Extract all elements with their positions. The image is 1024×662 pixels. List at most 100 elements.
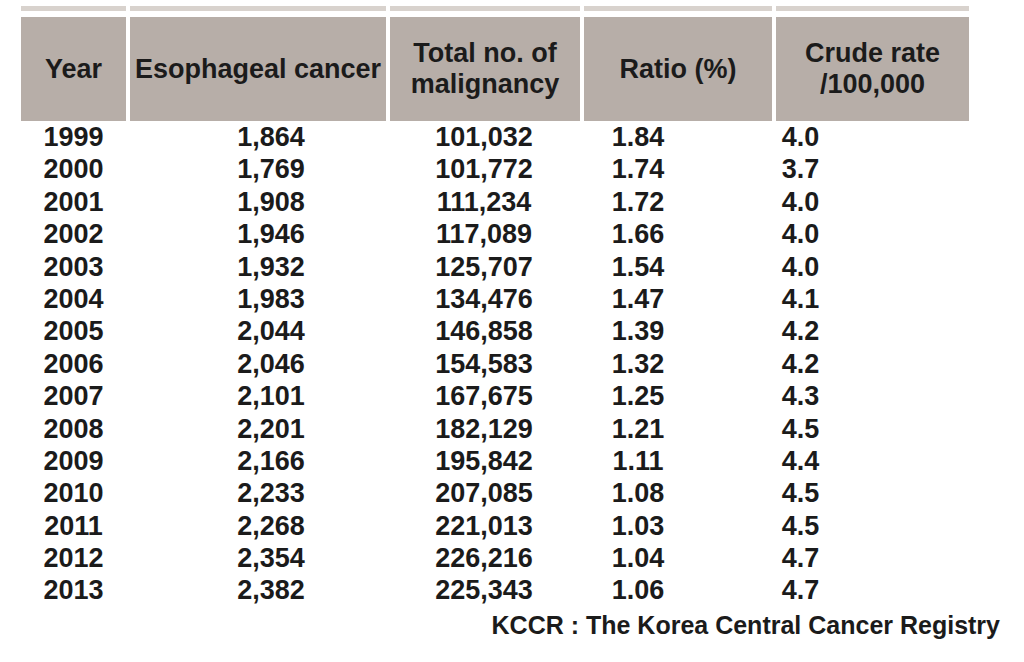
column-header-esophageal-cancer: Esophageal cancer xyxy=(130,17,386,121)
cell-year: 2013 xyxy=(21,574,126,606)
cell-year: 2002 xyxy=(21,218,126,250)
table-body: 1999 1,864 101,032 1.84 4.0 2000 1,769 1… xyxy=(21,121,969,607)
column-header-ratio: Ratio (%) xyxy=(584,17,772,121)
table-header-row: Year Esophageal cancer Total no. of mali… xyxy=(21,17,969,121)
source-note: KCCR : The Korea Central Cancer Registry xyxy=(492,610,1000,640)
cell-esophageal-cancer: 2,233 xyxy=(130,477,386,509)
cell-esophageal-cancer: 2,166 xyxy=(130,445,386,477)
cell-crude-rate: 4.1 xyxy=(776,283,969,315)
cell-ratio: 1.72 xyxy=(584,186,772,218)
table-row: 2004 1,983 134,476 1.47 4.1 xyxy=(21,283,969,315)
cell-year: 2004 xyxy=(21,283,126,315)
cell-total-malignancy: 182,129 xyxy=(390,413,580,445)
cell-esophageal-cancer: 2,354 xyxy=(130,542,386,574)
cell-total-malignancy: 146,858 xyxy=(390,315,580,347)
cell-esophageal-cancer: 1,946 xyxy=(130,218,386,250)
cell-esophageal-cancer: 2,201 xyxy=(130,413,386,445)
cell-year: 2003 xyxy=(21,251,126,283)
header-line: malignancy xyxy=(411,69,560,100)
cell-total-malignancy: 111,234 xyxy=(390,186,580,218)
table-top-border-segment xyxy=(21,6,126,11)
cell-crude-rate: 4.0 xyxy=(776,186,969,218)
cell-ratio: 1.21 xyxy=(584,413,772,445)
cell-crude-rate: 4.2 xyxy=(776,315,969,347)
cell-year: 2010 xyxy=(21,477,126,509)
cell-crude-rate: 4.5 xyxy=(776,510,969,542)
cell-year: 2005 xyxy=(21,315,126,347)
cell-year: 2006 xyxy=(21,348,126,380)
cell-crude-rate: 4.5 xyxy=(776,477,969,509)
table-row: 2012 2,354 226,216 1.04 4.7 xyxy=(21,542,969,574)
header-line: /100,000 xyxy=(820,69,925,100)
cell-esophageal-cancer: 2,382 xyxy=(130,574,386,606)
cell-ratio: 1.32 xyxy=(584,348,772,380)
column-header-total-malignancy: Total no. of malignancy xyxy=(390,17,580,121)
table-row: 2010 2,233 207,085 1.08 4.5 xyxy=(21,477,969,509)
table-row: 2002 1,946 117,089 1.66 4.0 xyxy=(21,218,969,250)
cell-esophageal-cancer: 1,769 xyxy=(130,153,386,185)
cell-esophageal-cancer: 2,268 xyxy=(130,510,386,542)
table-row: 1999 1,864 101,032 1.84 4.0 xyxy=(21,121,969,153)
table-top-border-segment xyxy=(776,6,969,11)
cell-total-malignancy: 134,476 xyxy=(390,283,580,315)
cell-ratio: 1.47 xyxy=(584,283,772,315)
header-line: Ratio (%) xyxy=(620,54,737,85)
cell-total-malignancy: 101,032 xyxy=(390,121,580,153)
data-table: Year Esophageal cancer Total no. of mali… xyxy=(21,6,969,607)
cell-crude-rate: 3.7 xyxy=(776,153,969,185)
table-top-border-segment xyxy=(584,6,772,11)
cell-ratio: 1.66 xyxy=(584,218,772,250)
column-header-crude-rate: Crude rate /100,000 xyxy=(776,17,969,121)
cell-esophageal-cancer: 1,983 xyxy=(130,283,386,315)
cell-year: 2008 xyxy=(21,413,126,445)
cell-crude-rate: 4.0 xyxy=(776,218,969,250)
cell-year: 2012 xyxy=(21,542,126,574)
cell-ratio: 1.11 xyxy=(584,445,772,477)
cell-total-malignancy: 221,013 xyxy=(390,510,580,542)
cell-esophageal-cancer: 1,932 xyxy=(130,251,386,283)
table-top-border-segment xyxy=(130,6,386,11)
table-row: 2006 2,046 154,583 1.32 4.2 xyxy=(21,348,969,380)
cell-ratio: 1.06 xyxy=(584,574,772,606)
cell-total-malignancy: 117,089 xyxy=(390,218,580,250)
cell-year: 2009 xyxy=(21,445,126,477)
cell-crude-rate: 4.5 xyxy=(776,413,969,445)
cell-crude-rate: 4.4 xyxy=(776,445,969,477)
cell-ratio: 1.03 xyxy=(584,510,772,542)
cell-total-malignancy: 225,343 xyxy=(390,574,580,606)
cell-esophageal-cancer: 1,908 xyxy=(130,186,386,218)
cell-esophageal-cancer: 1,864 xyxy=(130,121,386,153)
table-row: 2007 2,101 167,675 1.25 4.3 xyxy=(21,380,969,412)
cell-year: 2000 xyxy=(21,153,126,185)
table-row: 2011 2,268 221,013 1.03 4.5 xyxy=(21,510,969,542)
cell-year: 2011 xyxy=(21,510,126,542)
cell-total-malignancy: 154,583 xyxy=(390,348,580,380)
table-top-border-segment xyxy=(390,6,580,11)
cell-ratio: 1.74 xyxy=(584,153,772,185)
table-row: 2000 1,769 101,772 1.74 3.7 xyxy=(21,153,969,185)
table-figure: Year Esophageal cancer Total no. of mali… xyxy=(0,0,1024,662)
table-row: 2009 2,166 195,842 1.11 4.4 xyxy=(21,445,969,477)
cell-total-malignancy: 195,842 xyxy=(390,445,580,477)
table-row: 2003 1,932 125,707 1.54 4.0 xyxy=(21,251,969,283)
table-row: 2005 2,044 146,858 1.39 4.2 xyxy=(21,315,969,347)
cell-total-malignancy: 101,772 xyxy=(390,153,580,185)
cell-ratio: 1.84 xyxy=(584,121,772,153)
cell-crude-rate: 4.0 xyxy=(776,121,969,153)
table-row: 2008 2,201 182,129 1.21 4.5 xyxy=(21,413,969,445)
table-row: 2013 2,382 225,343 1.06 4.7 xyxy=(21,574,969,606)
cell-year: 2001 xyxy=(21,186,126,218)
header-line: Crude rate xyxy=(805,38,940,69)
cell-crude-rate: 4.3 xyxy=(776,380,969,412)
column-header-year: Year xyxy=(21,17,126,121)
cell-year: 1999 xyxy=(21,121,126,153)
header-line: Year xyxy=(45,54,102,85)
cell-total-malignancy: 125,707 xyxy=(390,251,580,283)
cell-esophageal-cancer: 2,044 xyxy=(130,315,386,347)
header-line: Total no. of xyxy=(413,38,556,69)
cell-total-malignancy: 226,216 xyxy=(390,542,580,574)
table-row: 2001 1,908 111,234 1.72 4.0 xyxy=(21,186,969,218)
cell-crude-rate: 4.0 xyxy=(776,251,969,283)
cell-esophageal-cancer: 2,101 xyxy=(130,380,386,412)
cell-year: 2007 xyxy=(21,380,126,412)
